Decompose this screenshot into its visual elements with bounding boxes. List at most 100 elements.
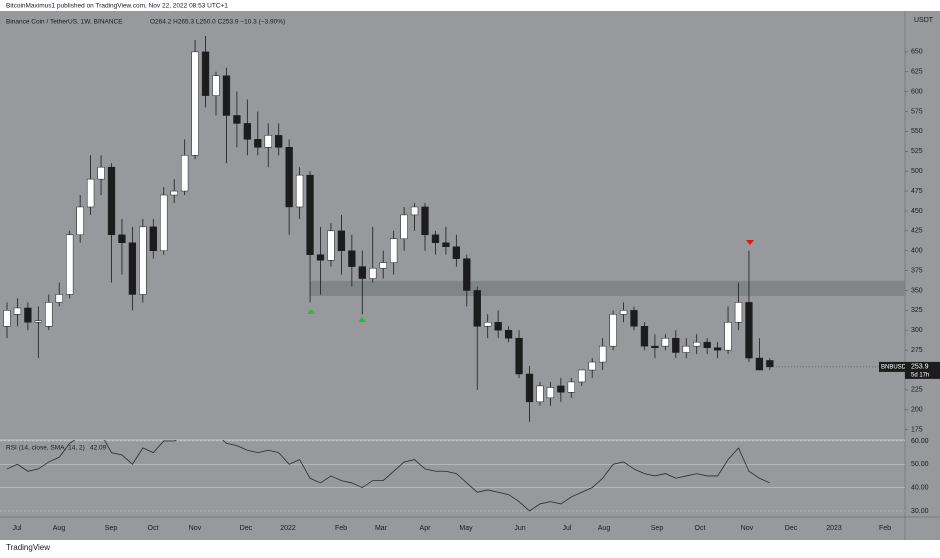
y-tick-label: 375 [911,267,923,274]
candle-body [588,361,596,371]
candle-body [379,262,387,269]
last-price: 253.9 [911,364,929,371]
x-tick-label: Aug [598,525,611,532]
candle-body [128,242,137,295]
candle-body [661,337,670,347]
candle-body [630,310,638,327]
candle-body [295,174,304,208]
symbol-box [879,361,905,372]
candle-body [410,206,419,216]
y-tick-label: 500 [911,168,923,175]
y-tick-label: 550 [911,128,923,135]
candle-body [66,234,74,295]
candle-body [463,258,471,291]
brand: TradingView [6,543,50,552]
y-tick-label: 475 [911,188,923,195]
candle-body [421,206,429,236]
rsi-tick-label: 40.00 [911,484,929,491]
candle-body [55,294,63,303]
y-tick-label: 300 [911,327,923,334]
y-tick-label: 400 [911,248,923,255]
x-tick-label: Jul [13,525,22,532]
chart-title: Binance Coin / TetherUS, 1W, BINANCE [6,19,123,26]
candle-body [452,246,461,259]
symbol: BNBUSDT [881,364,910,370]
candle-body [557,385,565,393]
rsi-line [6,440,771,512]
candle-body [703,341,711,348]
candle-body [431,234,440,243]
candle-body [170,190,178,196]
candle-body [254,139,262,148]
candle-body [191,51,199,156]
candle-body [348,250,356,267]
candle-body [118,234,126,243]
candle-body [45,302,53,327]
candle-body [160,194,168,251]
y-tick-label: 225 [911,387,923,394]
candle-body [337,230,346,251]
candle-body [390,238,398,263]
candle-body [181,155,189,192]
candle-body [567,381,575,393]
candle-body [546,387,555,399]
x-tick-label: Mar [375,525,388,532]
candle-body [222,75,231,116]
x-tick-label: Oct [695,525,706,532]
candle-body [316,254,325,261]
y-tick-label: 650 [911,49,923,56]
candle-body [86,178,95,208]
candle-body [515,337,523,375]
x-tick-label: Feb [335,525,347,532]
candle-body [34,320,43,323]
countdown: 5d 17h [911,372,929,378]
rsi-tick-label: 60.00 [911,438,929,445]
x-tick-label: Dec [240,525,253,532]
rsi-label: RSI (14, close, SMA, 14, 2) [6,445,85,452]
x-tick-label: Oct [148,525,159,532]
buy-marker [358,317,366,322]
x-tick-label: Sep [105,525,118,532]
x-tick-label: Feb [879,525,891,532]
candle-body [400,214,408,240]
y-tick-label: 450 [911,208,923,215]
candle-body [609,314,617,347]
candle-body [724,322,732,351]
candle-body [13,307,22,315]
header-bar [0,0,940,11]
ohlc-text: O264.2 H265.3 L250.0 C253.9 −10.3 (−3.90… [150,19,285,26]
candle-body [672,337,680,353]
y-tick-label: 175 [911,427,923,434]
price-box [905,361,940,379]
rsi-tick-label: 50.00 [911,461,929,468]
candle-body [578,369,586,383]
candle-body [693,341,701,347]
candle-body [473,290,481,327]
candle-body [3,310,11,327]
y-tick-label: 200 [911,407,923,414]
buy-marker [307,309,315,314]
candle-body [619,310,628,315]
x-tick-label: Apr [420,525,432,532]
y-tick-label: 350 [911,287,923,294]
candle-body [212,75,220,96]
candle-body [682,345,690,353]
candle-body [713,347,722,351]
y-tick-label: 525 [911,148,923,155]
publisher: BitcoinMaximus1 published on TradingView… [6,3,228,10]
candle-body [640,326,649,347]
candle-body [755,357,764,371]
x-tick-label: Jun [514,525,525,532]
rsi-last: 42.09 [90,445,107,452]
x-tick-label: Nov [741,525,754,532]
candle-body [285,147,293,208]
candle-body [243,123,251,140]
y-tick-label: 625 [911,69,923,76]
x-tick-label: Nov [189,525,202,532]
sell-marker [746,240,754,245]
y-tick-label: 600 [911,88,923,95]
candle-body [76,206,84,236]
candle-body [233,115,241,124]
candle-body [442,242,450,247]
